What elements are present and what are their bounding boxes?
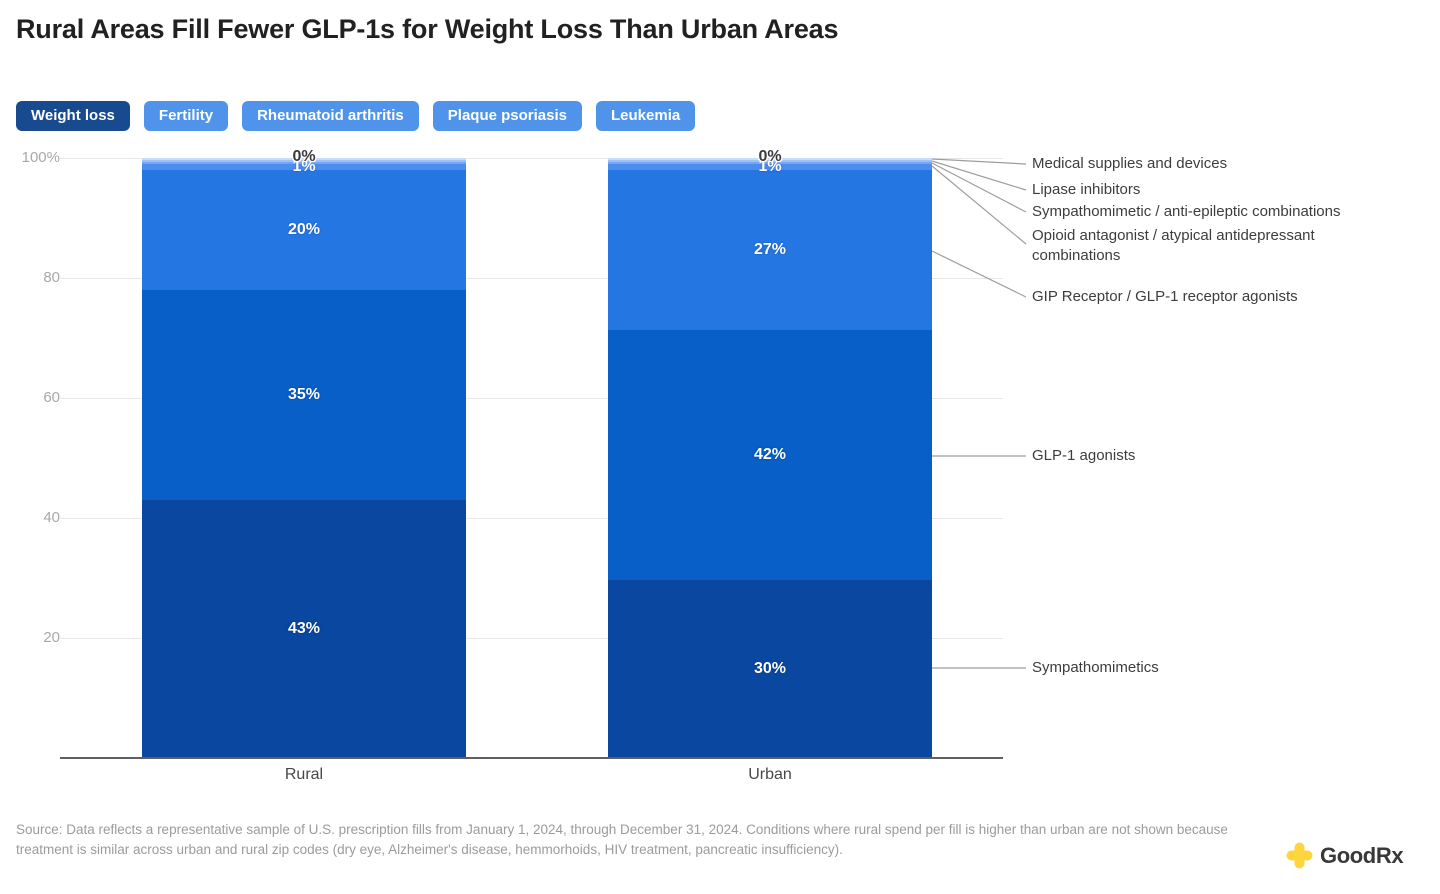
bar-segment-rural-sympathomimetics[interactable] xyxy=(142,500,466,758)
goodrx-logo: GoodRx xyxy=(1286,842,1404,869)
annotation-lipase-inhibitors: Lipase inhibitors xyxy=(1032,181,1141,198)
bar-segment-urban-sympathomimetics[interactable] xyxy=(608,579,932,758)
gridline xyxy=(60,158,1003,159)
gridline xyxy=(60,518,1003,519)
bar-value-label: 35% xyxy=(287,386,321,403)
bar-segment-urban-gip-receptor-glp-1-receptor-agonists[interactable] xyxy=(608,170,932,331)
bar-value-label: 30% xyxy=(753,659,787,677)
y-axis-tick-label: 20 xyxy=(43,629,60,646)
goodrx-plus-icon xyxy=(1286,842,1313,869)
bar-segment-rural-sympathomimetic-anti-epileptic-combinations[interactable] xyxy=(142,162,466,164)
bar-segment-urban-opioid-antagonist-atypical-antidepressant-combinations[interactable] xyxy=(608,164,932,170)
bar-value-label: 1% xyxy=(292,158,316,175)
bar-segment-rural-lipase-inhibitors[interactable] xyxy=(142,160,466,162)
bar-value-label: 43% xyxy=(287,620,321,637)
annotation-glp-1-agonists: GLP-1 agonists xyxy=(1032,447,1136,464)
bar-segment-rural-glp-1-agonists[interactable] xyxy=(142,290,466,500)
bar-segment-rural-gip-receptor-glp-1-receptor-agonists[interactable] xyxy=(142,170,466,290)
source-note: Source: Data reflects a representative s… xyxy=(16,822,1228,857)
gridline xyxy=(60,638,1003,639)
gridline xyxy=(60,278,1003,279)
y-axis-tick-label: 40 xyxy=(43,509,60,526)
x-axis-label-urban: Urban xyxy=(748,766,792,783)
x-axis-label-rural: Rural xyxy=(284,766,324,783)
annotation-sympathomimetic-anti-epileptic-combinations: Sympathomimetic / anti-epileptic combina… xyxy=(1032,203,1341,220)
bar-segment-urban-medical-supplies-and-devices[interactable] xyxy=(608,158,932,160)
page-title: Rural Areas Fill Fewer GLP-1s for Weight… xyxy=(16,14,839,44)
annotation-medical-supplies-and-devices: Medical supplies and devices xyxy=(1032,155,1228,172)
bar-value-label: 27% xyxy=(753,241,787,259)
annotation-gip-receptor-glp-1-receptor-agonists: GIP Receptor / GLP-1 receptor agonists xyxy=(1032,288,1298,305)
bar-segment-urban-glp-1-agonists[interactable] xyxy=(608,330,932,580)
bar-value-label: 1% xyxy=(758,158,782,175)
tab-fertility[interactable]: Fertility xyxy=(143,101,229,131)
annotation-opioid-antagonist-atypical-antidepressant-combinations: Opioid antagonist / atypical antidepress… xyxy=(1032,227,1315,264)
condition-tabs: Weight loss Fertility Rheumatoid arthritis… xyxy=(16,101,696,131)
bar-zero-label: 0% xyxy=(292,148,316,165)
tab-weight-loss[interactable]: Weight loss xyxy=(16,101,130,131)
y-axis-tick-label: 100% xyxy=(21,149,60,166)
annotation-sympathomimetics: Sympathomimetics xyxy=(1032,659,1159,676)
x-axis-line xyxy=(60,757,1003,759)
y-axis-tick-label: 80 xyxy=(43,269,60,286)
y-axis-tick-label: 60 xyxy=(43,389,60,406)
bar-value-label: 20% xyxy=(287,221,321,238)
bar-segment-rural-medical-supplies-and-devices[interactable] xyxy=(142,158,466,160)
gridline xyxy=(60,398,1003,399)
bar-segment-urban-sympathomimetic-anti-epileptic-combinations[interactable] xyxy=(608,162,932,164)
bar-segment-urban-lipase-inhibitors[interactable] xyxy=(608,160,932,162)
goodrx-logo-text: GoodRx xyxy=(1320,842,1404,868)
tab-leukemia[interactable]: Leukemia xyxy=(596,101,696,131)
bar-segment-rural-opioid-antagonist-atypical-antidepressant-combinations[interactable] xyxy=(142,164,466,170)
bar-zero-label: 0% xyxy=(758,148,782,165)
bar-value-label: 42% xyxy=(753,446,787,464)
tab-plaque-psoriasis[interactable]: Plaque psoriasis xyxy=(432,101,582,131)
tab-rheumatoid-arthritis[interactable]: Rheumatoid arthritis xyxy=(242,101,419,131)
